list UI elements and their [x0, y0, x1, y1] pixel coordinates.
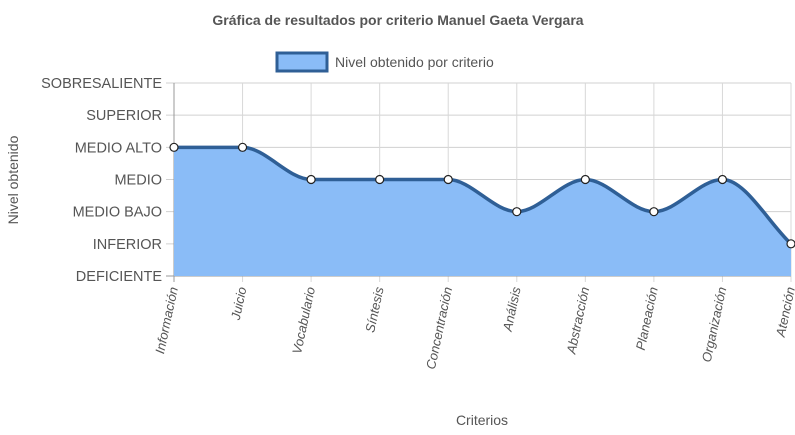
legend[interactable]: Nivel obtenido por criterio [275, 51, 494, 73]
y-tick-label: INFERIOR [93, 237, 162, 253]
chart-title: Gráfica de resultados por criterio Manue… [212, 12, 583, 28]
data-point-5[interactable] [512, 207, 522, 217]
x-axis-label: Criterios [456, 412, 508, 428]
y-tick-labels: DEFICIENTE INFERIOR MEDIO BAJO MEDIO MEDIO A… [41, 76, 162, 285]
x-tick-labels: Información Juicio Vocabulario Síntesis Conc… [152, 285, 795, 371]
y-tick-label: SUPERIOR [86, 108, 162, 124]
y-tick-label: MEDIO ALTO [75, 140, 162, 156]
data-point-8[interactable] [717, 174, 728, 185]
legend-label: Nivel obtenido por criterio [335, 54, 494, 70]
x-tick-label: Síntesis [362, 285, 386, 334]
series-area [174, 147, 791, 276]
y-tick-label: MEDIO BAJO [73, 205, 162, 221]
legend-swatch [275, 51, 329, 73]
x-tick-label: Juicio [228, 286, 250, 323]
data-point-9[interactable] [786, 239, 795, 249]
data-point-6[interactable] [580, 174, 590, 185]
y-axis-label: Nivel obtenido [5, 135, 21, 224]
data-point-0[interactable] [169, 142, 179, 152]
y-tick-label: SOBRESALIENTE [41, 76, 162, 92]
area-layer [174, 145, 793, 276]
x-tick-label: Abstracción [563, 286, 592, 357]
x-tick-label: Análisis [500, 285, 524, 333]
y-tick-label: DEFICIENTE [76, 269, 163, 285]
series-line [174, 145, 793, 246]
data-point-3[interactable] [375, 174, 385, 185]
data-point-4[interactable] [443, 174, 453, 185]
data-points [169, 142, 795, 249]
x-tick-label: Concentración [423, 286, 455, 371]
data-point-2[interactable] [306, 174, 316, 185]
data-point-1[interactable] [237, 142, 248, 152]
y-tick-label: MEDIO [114, 173, 162, 189]
x-tick-label: Organización [699, 286, 730, 364]
data-point-7[interactable] [649, 207, 659, 217]
x-tick-label: Vocabulario [289, 286, 318, 356]
x-tick-label: Atención [773, 286, 795, 340]
x-tick-label: Planeación [633, 286, 661, 352]
x-tick-label: Información [152, 286, 181, 356]
